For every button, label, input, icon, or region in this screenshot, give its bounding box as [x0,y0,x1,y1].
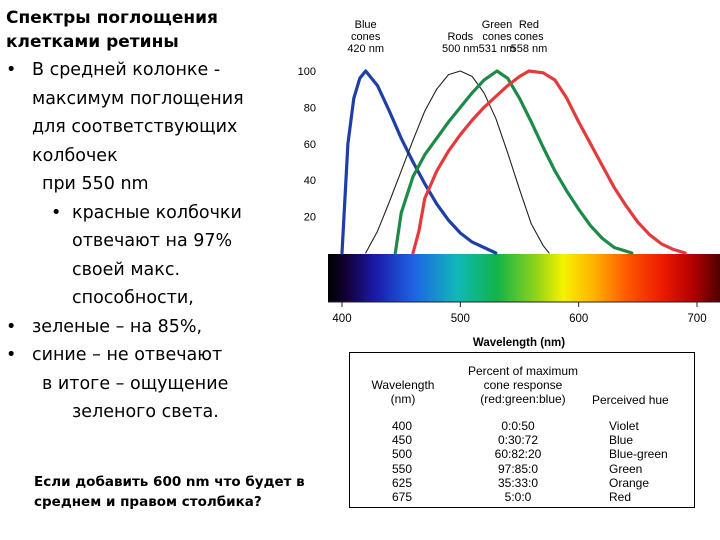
cell-response: 35:33:0 [497,475,539,490]
y-tick-label: 100 [298,66,316,78]
header-line: Perceived hue [592,393,669,407]
header-hue: Perceived hue [592,393,692,407]
cell-response: 0:30:72 [497,433,539,448]
curve-peak-label: Blue [355,19,377,31]
bullet-line: зеленого света. [72,402,219,422]
bullet-line: В средней колонке - [32,60,221,80]
bullet-blue-cones: • синие – не отвечают [6,341,306,370]
bullet-line: отвечают на 97% [72,231,233,251]
cell-hue: Blue [609,433,634,448]
bullet-line: для соответствующих [32,117,238,137]
column-hue: Violet Blue Blue-green Green Orange Red [609,419,693,504]
x-tick-label: 700 [687,313,706,325]
x-tick-label: 400 [332,313,351,325]
question-line: Если добавить 600 nm что будет в [34,474,305,490]
y-tick-label: 20 [304,212,316,224]
curve-peak-label: 500 nm [442,43,479,55]
bullet-line: колбочек [32,145,118,166]
bullet-icon: • [6,345,17,365]
cell-wavelength: 625 [392,475,413,490]
x-tick-labels: 400 500 600 700 [332,302,707,325]
curve-blue-cones [340,69,498,255]
bullet-icon: • [51,202,62,223]
slide-title: Спектры поглощения клетками ретины [6,6,306,54]
curve-peak-label: cones [514,31,544,43]
bullet-line: зеленые – на 85%, [32,316,203,337]
cone-response-table: Wavelength (nm) Percent of maximum cone … [349,352,695,508]
curve-peak-label: Green [482,19,513,31]
header-percent: Percent of maximum cone response (red:gr… [458,364,588,406]
header-line: Wavelength [371,378,435,392]
cell-hue: Blue-green [609,447,668,462]
curve-peak-label: cones [351,31,381,43]
header-line: (red:green:blue) [480,392,566,406]
cell-wavelength: 400 [392,419,413,433]
bullet-middle-column: • В средней колонке - максимум поглощени… [6,56,306,170]
title-line: клетками ретины [6,32,179,52]
header-line: (nm) [390,392,416,406]
bullet-line: синие – не отвечают [32,345,223,365]
visible-spectrum-bar [328,254,720,302]
bullet-line: способности, [72,288,194,308]
bullet-line: максимум поглощения [32,88,244,109]
bullet-icon: • [6,60,17,80]
curve-peak-label: 420 nm [347,43,384,55]
bullet-line: своей макс. [72,259,181,280]
column-wavelength: 400 450 500 550 625 675 [392,419,432,504]
cell-hue: Violet [609,419,639,433]
question-text: Если добавить 600 nm что будет в среднем… [34,472,314,512]
cell-response: 5:0:0 [504,490,532,505]
curve-red-cones [411,69,687,255]
header-line: cone response [483,378,563,392]
y-tick-label: 40 [304,175,316,187]
column-response: 0:0:50 0:30:72 60:82:20 97:85:0 35:33:0 … [483,419,553,504]
title-line: Спектры поглощения [6,8,218,28]
cell-response: 0:0:50 [501,419,535,433]
bullet-icon: • [6,316,17,337]
bullet-line: при 550 nm [42,174,149,194]
cell-wavelength: 500 [392,447,413,462]
y-tick-labels: 20 40 60 80 100 [298,66,316,224]
x-axis-label: Wavelength (nm) [473,337,565,349]
header-line: Percent of maximum [467,364,579,378]
y-tick-label: 60 [304,139,316,151]
cell-response: 60:82:20 [494,447,542,462]
curve-green-cones [393,69,634,255]
cell-wavelength: 450 [392,433,413,448]
bullet-line: в итоге – ощущение [42,373,229,394]
absorption-curves [340,69,687,255]
cell-response: 97:85:0 [497,461,539,476]
x-tick-label: 500 [451,313,470,325]
cell-wavelength: 675 [392,490,413,505]
bullet-red-cones: • красные колбочки отвечают на 97% своей… [6,199,306,313]
text-column: Спектры поглощения клетками ретины • В с… [6,6,306,427]
x-tick-label: 600 [569,313,588,325]
header-wavelength: Wavelength (nm) [368,378,438,406]
curve-peak-label: Red [519,19,539,31]
curve-peak-label: 531 nm [479,43,516,55]
curve-peak-label: cones [482,31,512,43]
cell-hue: Green [609,461,643,476]
curve-rods [365,70,550,254]
y-tick-label: 80 [304,102,316,114]
cell-hue: Orange [609,475,650,490]
question-line: среднем и правом столбика? [34,494,262,510]
curve-peak-label: Rods [447,31,473,43]
bullet-line: красные колбочки [72,202,242,223]
cell-hue: Red [609,490,632,505]
bullet-green-cones: • зеленые – на 85%, [6,313,306,342]
curve-peak-label: 558 nm [511,43,548,55]
cell-wavelength: 550 [392,461,413,476]
